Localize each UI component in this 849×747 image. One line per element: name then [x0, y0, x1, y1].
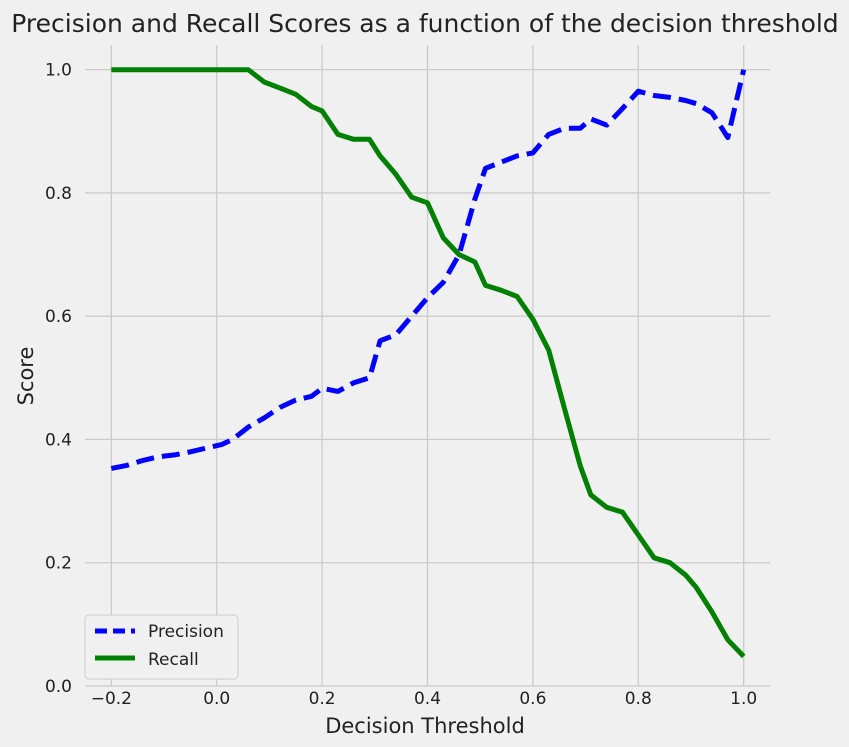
grid — [85, 45, 770, 687]
y-tick-label: 0.4 — [45, 430, 72, 450]
x-axis-label: Decision Threshold — [325, 714, 525, 738]
legend-precision-label: Precision — [148, 622, 224, 642]
x-tick-label: 0.8 — [625, 689, 652, 709]
x-tick-label: −0.2 — [91, 689, 132, 709]
y-tick-label: 0.0 — [45, 677, 72, 697]
x-tick-label: 0.2 — [309, 689, 336, 709]
chart-title: Precision and Recall Scores as a functio… — [11, 9, 838, 38]
y-axis-label: Score — [14, 347, 38, 406]
legend-recall-label: Recall — [148, 650, 199, 670]
legend: Precision Recall — [84, 614, 239, 680]
tick-labels: −0.2 0.0 0.2 0.4 0.6 0.8 1.0 0.0 0.2 0.4 0.6 0.8 1.0 — [45, 61, 757, 709]
x-tick-label: 0.4 — [414, 689, 441, 709]
recall-line — [111, 67, 746, 659]
series-layer — [110, 67, 747, 659]
x-tick-label: 1.0 — [730, 689, 757, 709]
y-tick-label: 0.8 — [45, 184, 72, 204]
y-tick-label: 0.6 — [45, 307, 72, 327]
y-tick-label: 1.0 — [45, 61, 72, 81]
x-tick-label: 0.0 — [203, 689, 230, 709]
y-tick-label: 0.2 — [45, 554, 72, 574]
x-tick-label: 0.6 — [519, 689, 546, 709]
